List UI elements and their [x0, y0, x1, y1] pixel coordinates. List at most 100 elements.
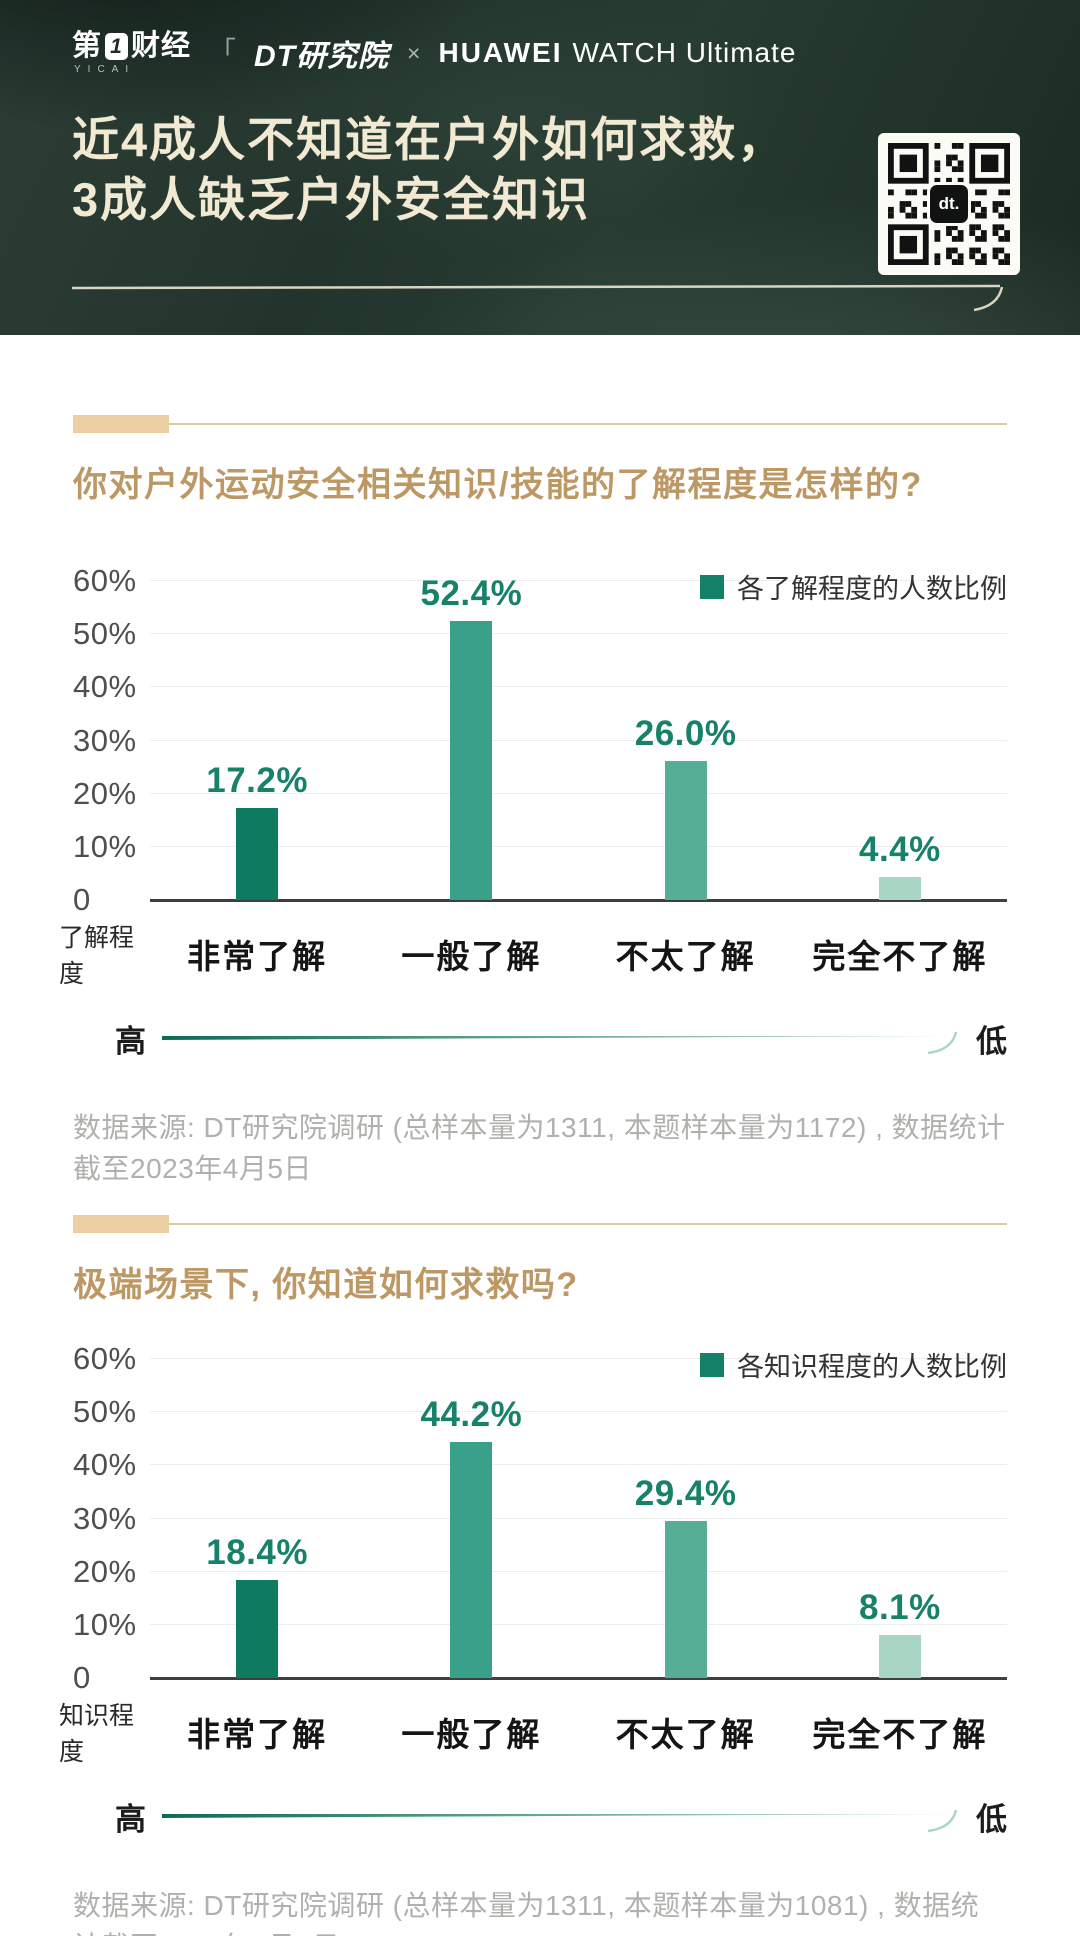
bar: [878, 876, 921, 900]
bar-value-label: 8.1%: [858, 1587, 941, 1627]
bar: [664, 1521, 707, 1678]
category-labels: 非常了解 一般了解 不太了解 完全不了解: [150, 1708, 1007, 1756]
section-rule: [73, 415, 1007, 433]
gridline: 10%: [73, 829, 1007, 864]
category-label: 完全不了解: [812, 1716, 988, 1753]
section-rescue-knowledge: 极端场景下, 你知道如何求救吗? 各知识程度的人数比例 60% 50% 40% 30%…: [0, 1189, 1080, 1936]
y-tick-label: 40%: [73, 669, 137, 705]
bar-column: 26.0%: [579, 534, 793, 900]
headline-line-1: 近4成人不知道在户外如何求救，: [72, 113, 787, 166]
bar-value-label: 52.4%: [420, 573, 523, 613]
yicai-logo-sub: YICAI: [74, 63, 136, 75]
bar-column: 17.2%: [150, 534, 364, 900]
bar: [236, 1579, 279, 1678]
section-rule-line: [169, 1223, 1007, 1225]
bar-value-label: 4.4%: [858, 829, 941, 869]
bar-value-label: 44.2%: [420, 1395, 523, 1435]
qr-code[interactable]: dt.: [878, 133, 1020, 275]
x-axis-title: 知识程度: [59, 1702, 135, 1766]
y-tick-label: 20%: [73, 1553, 137, 1589]
bar-column: 4.4%: [793, 534, 1007, 900]
x-axis-labels: 了解程度 非常了解 一般了解 不太了解 完全不了解: [59, 918, 1007, 990]
x-axis-title: 了解程度: [59, 924, 135, 988]
y-tick-label: 0: [73, 1659, 91, 1695]
bar-column: 8.1%: [793, 1312, 1007, 1678]
logo-row: 第 1 财经 YICAI 「 DT研究院 × HUAWEI WATCH Ultimat…: [72, 30, 1008, 76]
gridline: 30%: [73, 1501, 1007, 1536]
huawei-watch-logo: HUAWEI WATCH Ultimate: [438, 37, 797, 68]
bar-value-label: 29.4%: [634, 1474, 737, 1514]
gridline: 60%: [73, 563, 1007, 598]
direction-low-label: 低: [976, 1802, 1007, 1837]
logo-separator-icon: 「: [209, 36, 237, 67]
gridline: 10%: [73, 1607, 1007, 1642]
category-label: 不太了解: [615, 938, 756, 975]
chart-plot: 各知识程度的人数比例 60% 50% 40% 30% 20% 10% 0 18.4% 44.2…: [73, 1341, 1007, 1695]
direction-arrow-icon: [162, 1801, 960, 1833]
y-tick-label: 0: [73, 881, 91, 917]
y-tick-label: 40%: [73, 1447, 137, 1483]
direction-axis: 高 低: [73, 1794, 1007, 1839]
bar-column: 18.4%: [150, 1312, 364, 1678]
bar-column: 29.4%: [579, 1312, 793, 1678]
yicai-one-icon: 1: [105, 32, 129, 60]
gridline: 60%: [73, 1341, 1007, 1376]
direction-high-label: 高: [115, 1802, 146, 1837]
gridline: 40%: [73, 1447, 1007, 1482]
data-source-note: 数据来源: DT研究院调研 (总样本量为1311, 本题样本量为1172) , …: [73, 1112, 1006, 1184]
gridline: 50%: [73, 1394, 1007, 1429]
chart-plot: 各了解程度的人数比例 60% 50% 40% 30% 20% 10% 0 17.2% 52.4…: [73, 563, 1007, 917]
y-tick-label: 60%: [73, 562, 137, 598]
yicai-logo: 第 1 财经 YICAI: [72, 31, 191, 75]
dt-qr-logo: dt.: [927, 182, 971, 226]
category-label: 完全不了解: [812, 938, 988, 975]
direction-arrow-icon: [162, 1023, 960, 1055]
y-tick-label: 50%: [73, 1393, 137, 1429]
y-tick-label: 50%: [73, 615, 137, 651]
category-label: 非常了解: [187, 938, 328, 975]
data-source-note: 数据来源: DT研究院调研 (总样本量为1311, 本题样本量为1081) , …: [73, 1890, 980, 1936]
bar-column: 52.4%: [364, 534, 578, 900]
x-axis-labels: 知识程度 非常了解 一般了解 不太了解 完全不了解: [59, 1696, 1007, 1768]
legend-swatch-icon: [700, 574, 724, 599]
gridline: 20%: [73, 1554, 1007, 1589]
gridline: 20%: [73, 776, 1007, 811]
chart-legend: 各了解程度的人数比例: [700, 567, 1007, 606]
y-tick-label: 10%: [73, 829, 137, 865]
category-labels: 非常了解 一般了解 不太了解 完全不了解: [150, 930, 1007, 978]
direction-low-label: 低: [976, 1024, 1007, 1059]
headline-line-2: 3成人缺乏户外安全知识: [72, 173, 591, 226]
dt-research-logo: DT研究院: [254, 40, 390, 73]
section-rule-line: [169, 423, 1007, 425]
legend-label: 各了解程度的人数比例: [737, 574, 1007, 604]
section-title: 你对户外运动安全相关知识/技能的了解程度是怎样的?: [73, 466, 923, 504]
section-marker-icon: [73, 1215, 169, 1233]
legend-swatch-icon: [700, 1352, 724, 1377]
direction-high-label: 高: [115, 1024, 146, 1059]
bar: [450, 620, 493, 900]
gridline: 30%: [73, 723, 1007, 758]
legend-label: 各知识程度的人数比例: [737, 1352, 1007, 1382]
headline: 近4成人不知道在户外如何求救， 3成人缺乏户外安全知识: [72, 110, 1008, 230]
category-label: 一般了解: [401, 1716, 542, 1753]
bar-value-label: 17.2%: [206, 761, 308, 801]
y-tick-label: 20%: [73, 775, 137, 811]
collab-cross-icon: ×: [407, 39, 421, 66]
category-label: 一般了解: [401, 938, 542, 975]
section-rule: [73, 1215, 1007, 1233]
gridline: 50%: [73, 616, 1007, 651]
y-tick-label: 30%: [73, 1500, 137, 1536]
bar-chart-understanding: 各了解程度的人数比例 60% 50% 40% 30% 20% 10% 0 17.2% 52.4…: [59, 563, 1007, 1061]
chart-legend: 各知识程度的人数比例: [700, 1345, 1007, 1384]
category-label: 不太了解: [615, 1716, 756, 1753]
bar: [450, 1442, 493, 1678]
y-tick-label: 60%: [73, 1340, 137, 1376]
bar: [878, 1634, 921, 1678]
headline-underline-icon: [71, 272, 1008, 312]
section-marker-icon: [73, 415, 169, 433]
direction-axis: 高 低: [73, 1016, 1007, 1061]
section-title: 极端场景下, 你知道如何求救吗?: [73, 1266, 579, 1304]
header: 第 1 财经 YICAI 「 DT研究院 × HUAWEI WATCH Ultimat…: [0, 0, 1080, 335]
gridline: 40%: [73, 669, 1007, 704]
